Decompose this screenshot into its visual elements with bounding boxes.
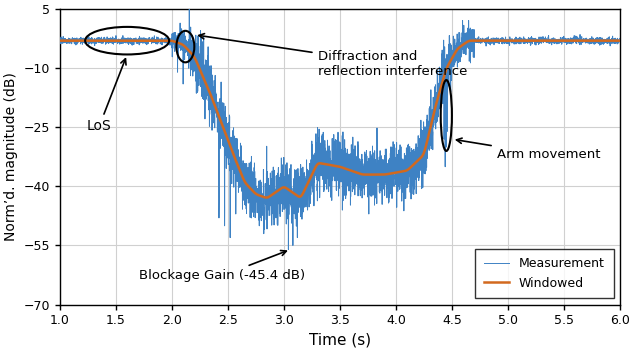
Text: Diffraction and
reflection interference: Diffraction and reflection interference <box>199 34 467 78</box>
Windowed <box>165 39 173 43</box>
Measurement <box>165 38 173 43</box>
Windowed <box>443 65 451 69</box>
Line: Measurement: Measurement <box>60 9 620 250</box>
Legend: Measurement, Windowed: Measurement, Windowed <box>476 249 614 298</box>
Windowed <box>262 195 270 200</box>
Windowed <box>327 163 334 167</box>
Measurement <box>56 41 64 45</box>
Measurement <box>576 38 583 42</box>
Measurement <box>616 39 624 44</box>
Windowed <box>561 39 569 43</box>
Measurement <box>444 69 451 73</box>
Text: Arm movement: Arm movement <box>456 138 600 161</box>
Windowed <box>56 39 64 43</box>
Measurement <box>327 161 334 165</box>
Measurement <box>579 37 587 42</box>
Measurement <box>561 36 569 40</box>
Text: Blockage Gain (-45.4 dB): Blockage Gain (-45.4 dB) <box>139 251 306 282</box>
X-axis label: Time (s): Time (s) <box>309 333 371 348</box>
Windowed <box>579 39 587 43</box>
Measurement <box>285 247 292 252</box>
Windowed <box>576 39 583 43</box>
Y-axis label: Normʼd. magnitude (dB): Normʼd. magnitude (dB) <box>4 73 18 241</box>
Windowed <box>616 39 624 43</box>
Measurement <box>186 7 193 11</box>
Line: Windowed: Windowed <box>60 41 620 197</box>
Text: LoS: LoS <box>87 59 126 133</box>
